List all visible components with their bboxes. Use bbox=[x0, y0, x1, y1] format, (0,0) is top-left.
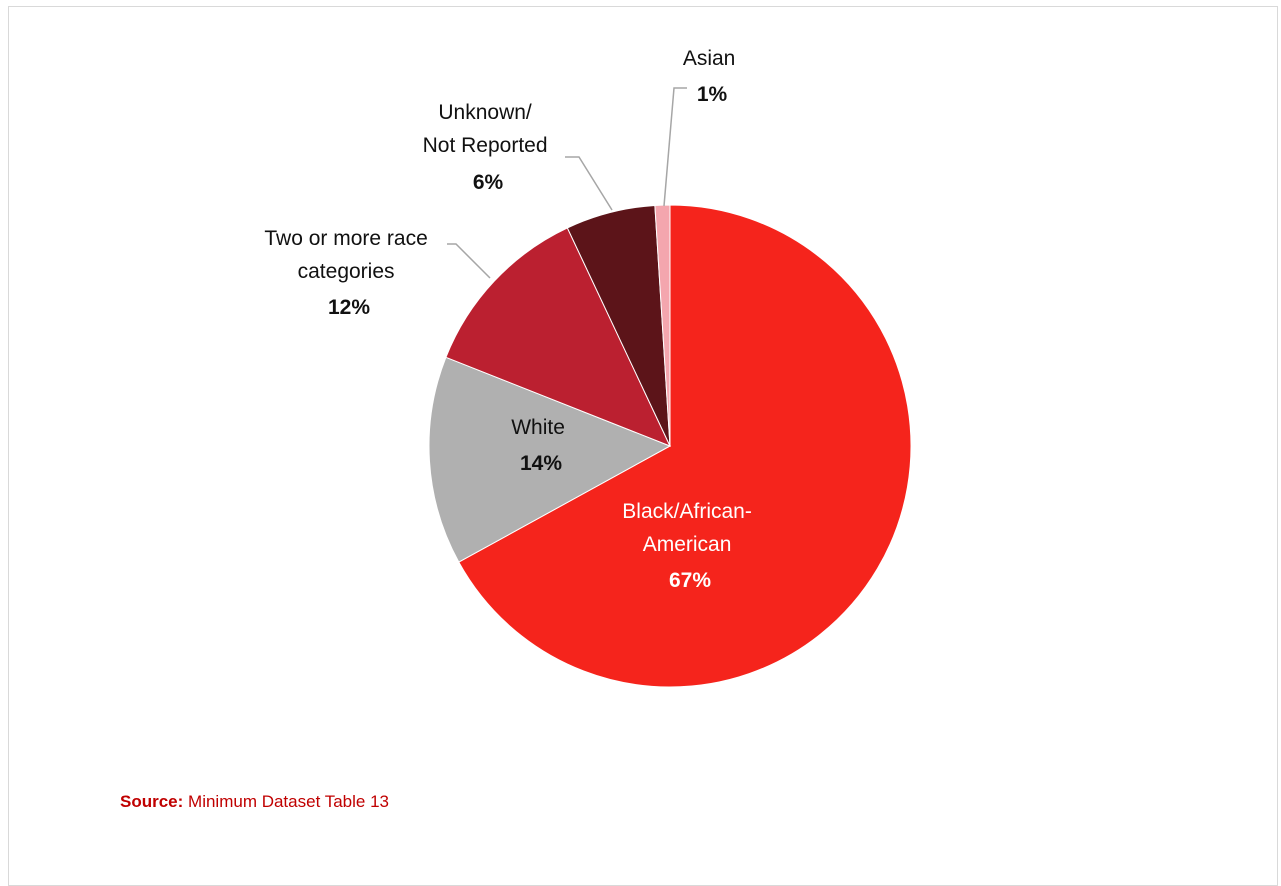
leader-line-asian bbox=[663, 87, 687, 207]
slice-value-label: 12% bbox=[328, 296, 370, 319]
slice-label-asian: Asian 1% bbox=[683, 47, 741, 106]
slice-label-line: Unknown/ bbox=[438, 101, 532, 124]
source-note: Source: Minimum Dataset Table 13 bbox=[120, 792, 389, 812]
pie-slice-black-african-american bbox=[458, 204, 912, 688]
leader-line-two-or-more-races bbox=[447, 243, 491, 279]
slice-value-label: 6% bbox=[473, 171, 504, 194]
pie-slice-asian bbox=[654, 204, 671, 447]
pie-slice-two-or-more-races bbox=[445, 227, 671, 447]
leader-lines bbox=[447, 87, 687, 279]
slice-label-line: American bbox=[643, 533, 732, 556]
slice-label-line: Not Reported bbox=[423, 134, 548, 157]
slice-label-line: categories bbox=[298, 260, 395, 283]
slice-value-label: 14% bbox=[520, 452, 562, 475]
slice-value-label: 1% bbox=[697, 83, 728, 106]
slice-label-black-african-american: Black/African- American 67% bbox=[622, 500, 757, 592]
slice-label-line: Asian bbox=[683, 47, 736, 70]
slice-label-white: White 14% bbox=[511, 416, 571, 475]
slice-label-line: Two or more race bbox=[264, 227, 427, 250]
slice-label-unknown-not-reported: Unknown/ Not Reported 6% bbox=[423, 101, 554, 194]
pie-slices bbox=[428, 204, 912, 688]
slice-label-line: Black/African- bbox=[622, 500, 752, 523]
slice-label-line: White bbox=[511, 416, 565, 439]
pie-slice-white bbox=[428, 356, 672, 563]
slice-label-two-or-more-races: Two or more race categories 12% bbox=[264, 227, 433, 319]
source-text: Minimum Dataset Table 13 bbox=[188, 792, 389, 811]
leader-line-unknown-not-reported bbox=[565, 156, 613, 211]
slice-value-label: 67% bbox=[669, 569, 711, 592]
source-label: Source: bbox=[120, 792, 184, 811]
